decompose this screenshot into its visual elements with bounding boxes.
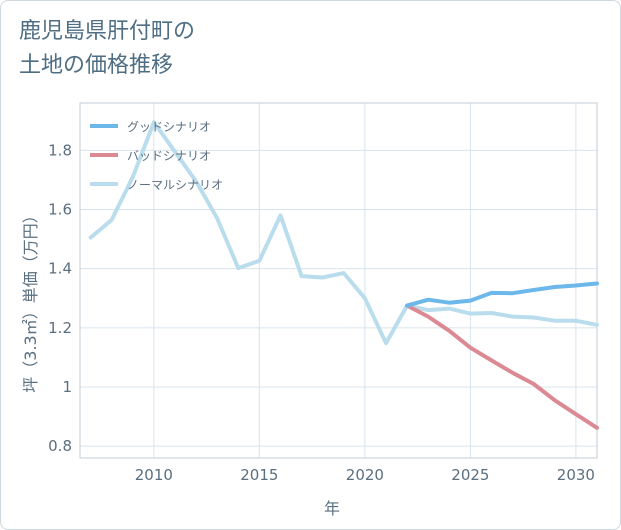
x-tick-label: 2025 <box>451 466 489 484</box>
legend-item-1[interactable]: グッドシナリオ <box>90 120 211 134</box>
series-lines <box>88 120 599 430</box>
series-line-3 <box>88 120 599 346</box>
legend-item-3[interactable]: ノーマルシナリオ <box>90 178 223 192</box>
legend-label: グッドシナリオ <box>127 120 211 134</box>
grid <box>80 103 597 458</box>
plot-area-border <box>79 102 598 459</box>
chart-title: 鹿児島県肝付町の 土地の価格推移 <box>19 15 195 83</box>
y-tick-label: 1.2 <box>48 319 72 337</box>
series-line-1 <box>405 281 599 308</box>
x-tick-label: 2020 <box>346 466 384 484</box>
series-line-2 <box>405 303 599 430</box>
x-axis-title: 年 <box>324 499 340 518</box>
title-line-1: 鹿児島県肝付町の <box>19 19 196 44</box>
x-tick-label: 2015 <box>240 466 278 484</box>
title-line-2: 土地の価格推移 <box>19 53 174 78</box>
legend-label: ノーマルシナリオ <box>127 178 223 192</box>
y-tick-label: 1.8 <box>48 141 72 159</box>
y-tick-label: 1.4 <box>48 260 72 278</box>
x-tick-label: 2010 <box>135 466 173 484</box>
legend-label: バッドシナリオ <box>127 149 211 163</box>
y-tick-label: 0.8 <box>48 437 72 455</box>
y-axis-title: 坪（3.3㎡）単価（万円） <box>21 207 40 392</box>
y-tick-labels: 0.8 1 1.2 1.4 1.6 1.8 <box>48 141 72 455</box>
y-tick-label: 1.6 <box>48 201 72 219</box>
x-tick-label: 2030 <box>557 466 595 484</box>
plot-frame <box>79 102 598 459</box>
legend-item-2[interactable]: バッドシナリオ <box>90 149 211 163</box>
x-tick-labels: 2010 2015 2020 2025 2030 <box>135 466 595 484</box>
y-tick-label: 1 <box>62 378 72 396</box>
